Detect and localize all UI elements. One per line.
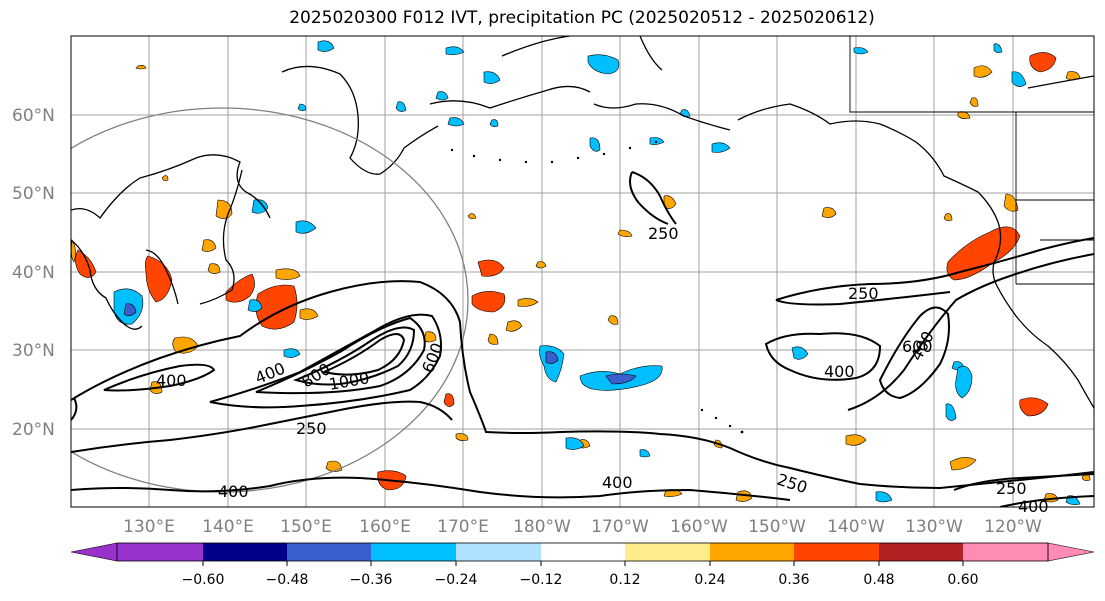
contour-label: 250 <box>848 284 879 303</box>
colorbar-tick-label: 0.12 <box>609 572 640 588</box>
colorbar-bin <box>879 543 963 561</box>
lon-label: 120°W <box>984 517 1042 537</box>
colorbar-bin <box>371 543 456 561</box>
colorbar-tick-label: 0.24 <box>694 572 725 588</box>
contour-label: 400 <box>218 482 249 501</box>
colorbar-bin <box>625 543 710 561</box>
lat-label-40n: 40°N <box>12 263 55 283</box>
lon-label: 160°W <box>670 517 728 537</box>
contour-label: 250 <box>996 479 1027 498</box>
lat-label-30n: 30°N <box>12 341 55 361</box>
lon-label: 160°E <box>359 517 411 537</box>
colorbar-bin <box>794 543 879 561</box>
lon-label: 150°W <box>748 517 806 537</box>
colorbar-tick-label: −0.24 <box>435 572 478 588</box>
contour-label: 400 <box>602 473 633 492</box>
contour-label: 400 <box>824 362 855 381</box>
lon-label: 130°E <box>123 517 175 537</box>
lon-label: 180°W <box>513 517 571 537</box>
colorbar-tick-label: 0.48 <box>863 572 894 588</box>
colorbar-bin <box>287 543 371 561</box>
colorbar-tick-label: −0.48 <box>266 572 309 588</box>
lon-label: 130°W <box>905 517 963 537</box>
colorbar-bin <box>963 543 1048 561</box>
contour-label: 600 <box>902 337 933 356</box>
precip-positive-shading <box>71 52 1091 503</box>
lat-label-20n: 20°N <box>12 420 55 440</box>
political-borders <box>849 36 1094 285</box>
colorbar-bin <box>710 543 794 561</box>
lat-label-50n: 50°N <box>12 184 55 204</box>
lon-label: 150°E <box>280 517 332 537</box>
lon-label: 170°W <box>591 517 649 537</box>
lon-label: 170°E <box>437 517 489 537</box>
map-title: 2025020300 F012 IVT, precipitation PC (2… <box>289 8 875 28</box>
colorbar-extend-low <box>70 542 118 562</box>
colorbar-tick-label: 0.36 <box>778 572 809 588</box>
colorbar-bin <box>203 543 287 561</box>
map-frame <box>70 35 1095 508</box>
aleutian-islands <box>450 140 744 434</box>
ivt-contours <box>71 171 1094 507</box>
range-circle <box>71 107 469 493</box>
lon-label: 140°E <box>202 517 254 537</box>
colorbar-bin <box>117 543 203 561</box>
longitude-labels: 130°E 140°E 150°E 160°E 170°E 180°W 170°… <box>123 517 1042 537</box>
precip-negative-shading <box>113 40 1081 505</box>
lon-label: 140°W <box>827 517 885 537</box>
colorbar-tick-label: −0.60 <box>182 572 225 588</box>
colorbar: −0.60 −0.48 −0.36 −0.24 −0.12 0.12 0.24 … <box>70 542 1095 588</box>
colorbar-bin <box>456 543 541 561</box>
coastlines <box>71 36 1094 409</box>
contour-label: 400 <box>1018 497 1049 516</box>
colorbar-tick-label: 0.60 <box>947 572 978 588</box>
colorbar-extend-high <box>1047 542 1095 562</box>
latitude-labels: 60°N 50°N 40°N 30°N 20°N <box>12 106 55 440</box>
contour-label: 250 <box>648 224 679 243</box>
lat-label-60n: 60°N <box>12 106 55 126</box>
contour-label: 250 <box>296 419 327 438</box>
contour-label: 400 <box>156 371 187 390</box>
colorbar-outline <box>116 542 1049 562</box>
colorbar-bin <box>541 543 625 561</box>
colorbar-tick-label: −0.12 <box>520 572 563 588</box>
colorbar-tick-label: −0.36 <box>350 572 393 588</box>
